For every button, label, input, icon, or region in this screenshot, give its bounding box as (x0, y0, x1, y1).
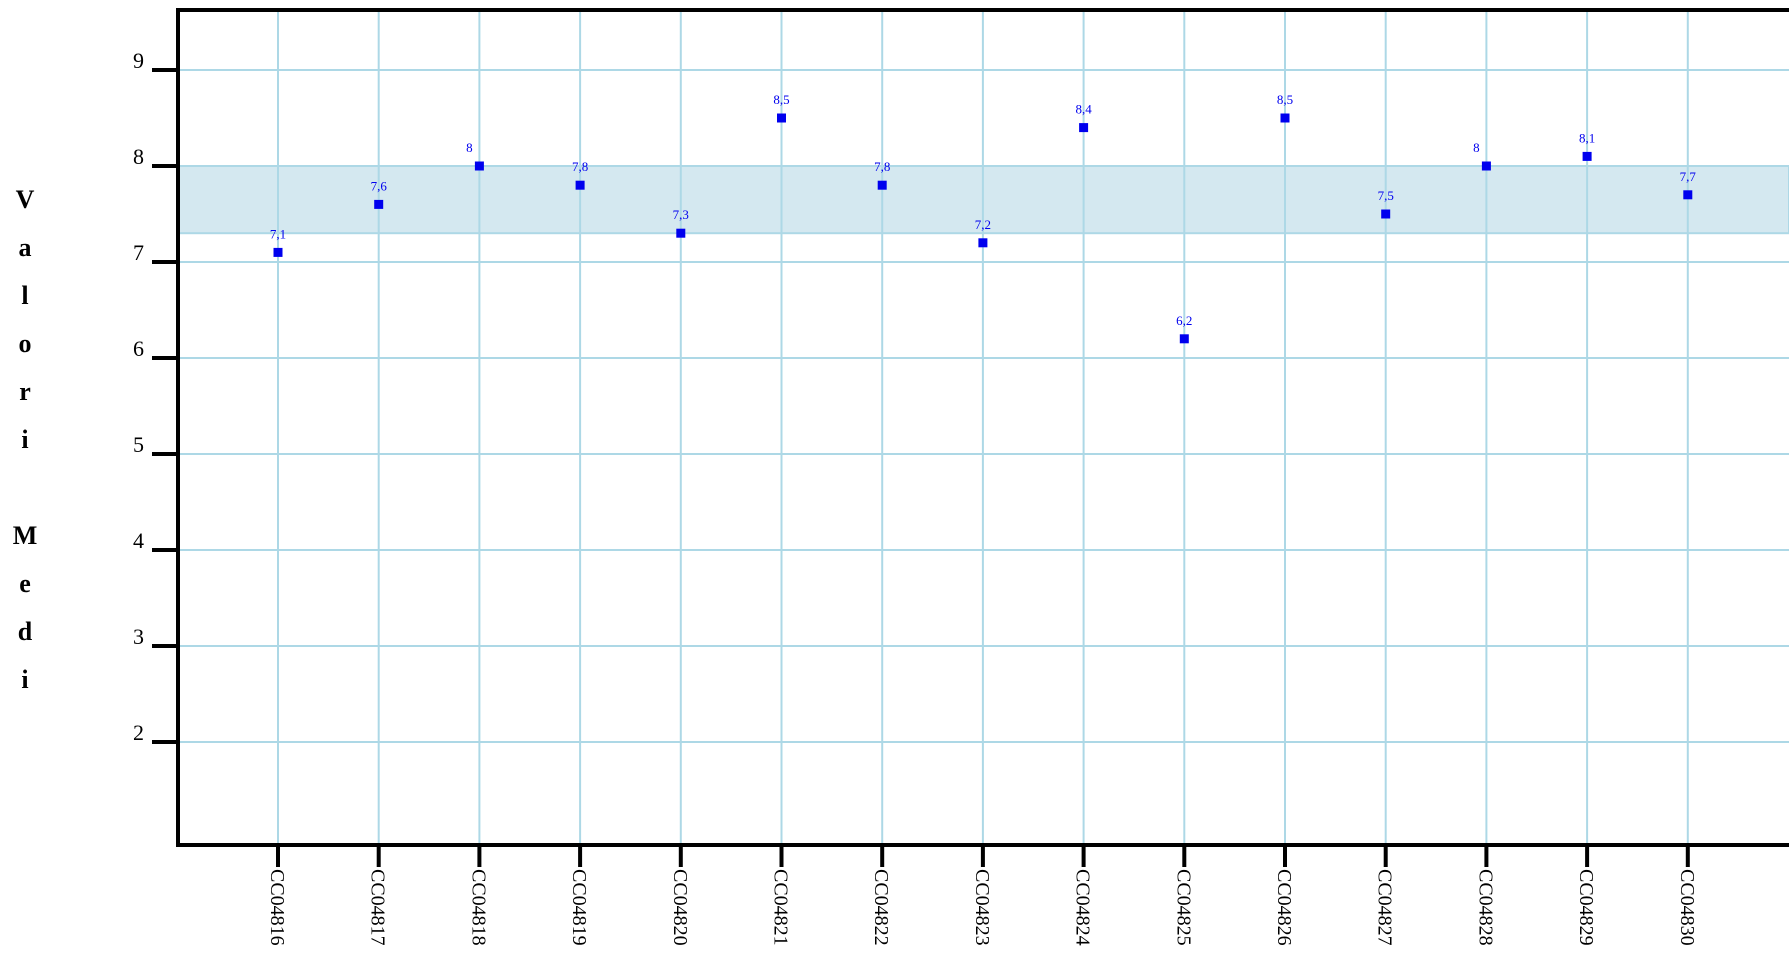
data-label: 8 (466, 140, 473, 155)
x-tick-label: CC04825 (1172, 869, 1194, 946)
data-label: 8,4 (1075, 102, 1092, 117)
data-point (1683, 190, 1693, 200)
data-label: 6,2 (1176, 313, 1192, 328)
data-label: 7,7 (1680, 169, 1697, 184)
x-tick-label: CC04820 (669, 869, 691, 946)
data-label: 7,2 (975, 217, 991, 232)
data-label: 7,8 (572, 159, 588, 174)
y-tick-label: 8 (133, 144, 144, 169)
data-label: 7,3 (673, 207, 689, 222)
y-axis-title-char: l (21, 281, 28, 310)
data-label: 8 (1473, 140, 1480, 155)
y-tick-label: 7 (133, 240, 144, 265)
data-label: 8,1 (1579, 130, 1595, 145)
data-label: 7,6 (371, 178, 388, 193)
data-point-layer: 7,1 7,6 8 7,8 7,3 8,5 7,8 7,2 8,4 6,2 8,5 7,5 8 8,1 7,… (270, 92, 1697, 344)
x-tick-label: CC04828 (1474, 869, 1496, 946)
y-axis-title-char: a (19, 233, 32, 262)
data-label: 7,5 (1378, 188, 1394, 203)
data-point (1481, 161, 1491, 171)
data-point (676, 228, 686, 238)
x-tick-layer: CC04816 CC04817 CC04818 CC04819 CC04820 CC048… (266, 845, 1698, 946)
y-axis-title-char: i (21, 425, 28, 454)
data-point (1280, 113, 1290, 123)
data-point (474, 161, 484, 171)
y-axis-title-char: e (19, 569, 31, 598)
data-label: 7,1 (270, 226, 286, 241)
data-point (1179, 334, 1189, 344)
y-tick-layer: 2 3 4 5 6 7 8 9 (133, 48, 178, 745)
data-point (1381, 209, 1391, 219)
y-axis-title-char: i (21, 665, 28, 694)
y-axis-title-char: r (19, 377, 31, 406)
y-tick-label: 5 (133, 432, 144, 457)
y-axis-title-char: M (13, 521, 38, 550)
grid-layer (178, 10, 1789, 845)
data-point (978, 238, 988, 248)
x-tick-label: CC04826 (1273, 869, 1295, 946)
data-label: 8,5 (773, 92, 789, 107)
data-point (575, 180, 585, 190)
data-point (777, 113, 786, 123)
y-tick-label: 4 (133, 528, 144, 553)
x-tick-label: CC04816 (266, 869, 288, 946)
x-tick-label: CC04819 (568, 869, 590, 946)
y-tick-label: 3 (133, 624, 144, 649)
x-tick-label: CC04822 (870, 869, 892, 946)
y-axis-title-char: d (18, 617, 33, 646)
x-tick-label: CC04823 (971, 869, 993, 946)
data-point (374, 199, 384, 209)
data-point (273, 247, 283, 257)
y-tick-label: 9 (133, 48, 144, 73)
x-tick-label: CC04827 (1374, 869, 1396, 946)
x-tick-label: CC04818 (467, 869, 489, 946)
x-tick-label: CC04817 (367, 869, 389, 946)
y-tick-label: 2 (133, 720, 144, 745)
data-label: 8,5 (1277, 92, 1293, 107)
x-tick-label: CC04824 (1072, 869, 1094, 946)
y-axis-title-char: V (16, 185, 35, 214)
x-tick-label: CC04821 (770, 869, 792, 946)
data-point (877, 180, 887, 190)
data-label: 7,8 (874, 159, 890, 174)
y-tick-label: 6 (133, 336, 144, 361)
x-tick-label: CC04830 (1676, 869, 1698, 946)
x-tick-label: CC04829 (1575, 869, 1597, 946)
data-point (1582, 151, 1592, 161)
y-axis-title-char: o (19, 329, 32, 358)
data-point (1079, 123, 1089, 133)
